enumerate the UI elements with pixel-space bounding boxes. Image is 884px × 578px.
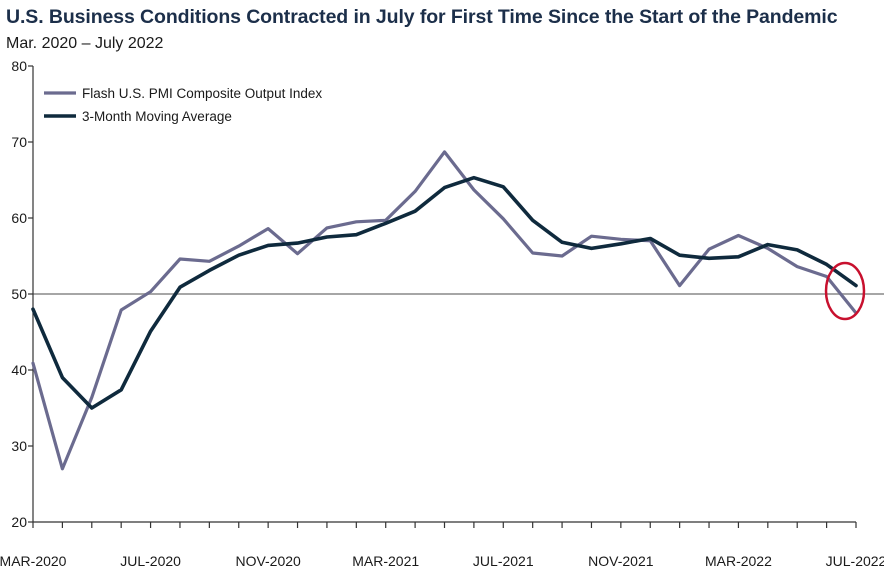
highlight-ellipse bbox=[824, 261, 866, 321]
y-tick-label: 40 bbox=[11, 362, 27, 378]
y-tick-label: 80 bbox=[11, 58, 27, 74]
x-tick-label: MAR-2020 bbox=[0, 553, 67, 569]
x-tick-label: MAR-2021 bbox=[352, 553, 419, 569]
x-tick-label: NOV-2020 bbox=[235, 553, 301, 569]
chart-title: U.S. Business Conditions Contracted in J… bbox=[6, 6, 838, 28]
chart-subtitle: Mar. 2020 – July 2022 bbox=[6, 35, 164, 52]
x-tick-label: JUL-2020 bbox=[120, 553, 181, 569]
y-tick-label: 20 bbox=[11, 514, 27, 530]
y-tick-label: 50 bbox=[11, 286, 27, 302]
legend-label: Flash U.S. PMI Composite Output Index bbox=[82, 86, 322, 101]
x-tick-label: JUL-2022 bbox=[826, 553, 884, 569]
highlight-layer bbox=[824, 261, 866, 321]
axis-layer: 20 30 40 50 60 70 80 MAR-2020 JUL-2020 NOV-2020 MA… bbox=[0, 58, 884, 569]
legend: Flash U.S. PMI Composite Output Index 3-M… bbox=[44, 86, 322, 124]
legend-label: 3-Month Moving Average bbox=[82, 109, 232, 124]
series-layer bbox=[31, 150, 858, 471]
series-line-pmi-composite bbox=[31, 150, 858, 471]
y-tick-label: 70 bbox=[11, 134, 27, 150]
y-tick-label: 60 bbox=[11, 210, 27, 226]
x-tick-label: MAR-2022 bbox=[705, 553, 772, 569]
y-tick-label: 30 bbox=[11, 438, 27, 454]
x-tick-label: JUL-2021 bbox=[473, 553, 534, 569]
series-line-3-month-average bbox=[31, 175, 858, 410]
x-tick-label: NOV-2021 bbox=[588, 553, 654, 569]
